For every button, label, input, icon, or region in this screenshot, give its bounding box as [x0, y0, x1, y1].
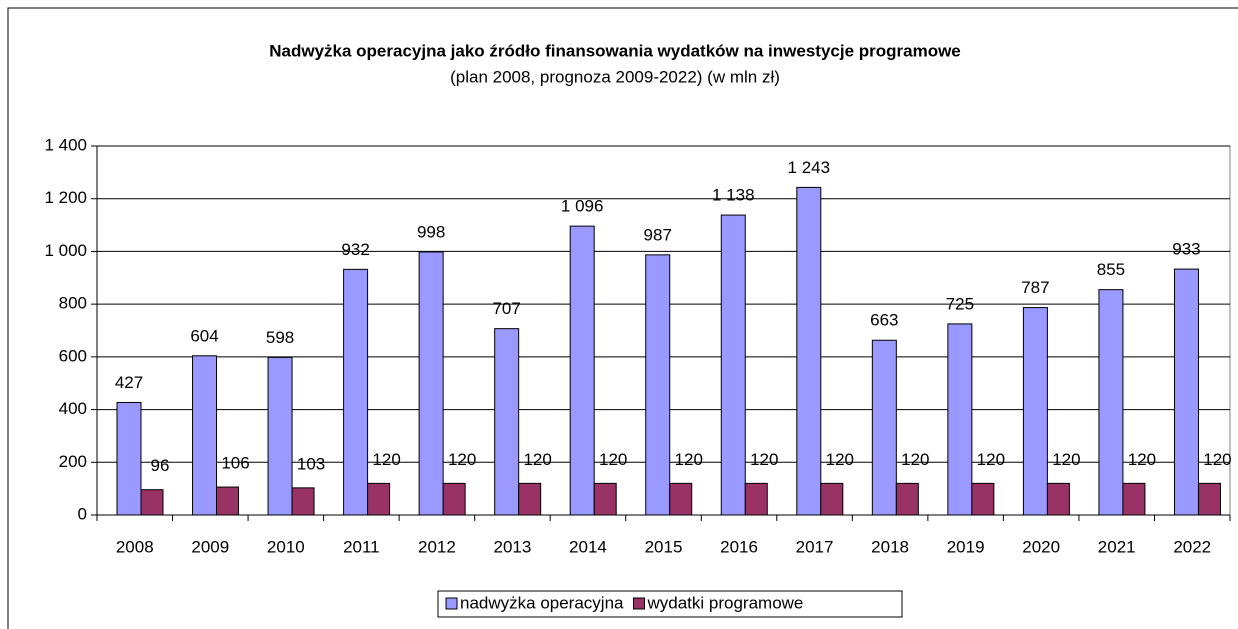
data-label: 1 243 [788, 158, 831, 177]
data-label: 663 [870, 311, 898, 330]
data-label: 120 [1203, 450, 1231, 469]
data-label: 120 [1128, 450, 1156, 469]
bar [720, 214, 746, 516]
x-tick-label: 2011 [343, 537, 380, 556]
bar [1197, 482, 1221, 516]
x-tick-label: 2008 [116, 537, 154, 556]
data-label: 120 [750, 450, 778, 469]
bar [343, 268, 369, 516]
y-tick-label: 1 000 [44, 241, 87, 260]
bar [1173, 268, 1199, 516]
bar [871, 339, 897, 516]
data-label: 120 [599, 450, 627, 469]
y-tick-label: 800 [59, 294, 87, 313]
chart-title: Nadwyżka operacyjna jako źródło finansow… [269, 41, 961, 60]
x-tick-label: 2019 [947, 537, 985, 556]
x-tick-label: 2012 [418, 537, 456, 556]
data-label: 932 [341, 240, 369, 259]
data-label: 725 [946, 294, 974, 313]
bar [669, 482, 693, 516]
bar [947, 323, 973, 516]
chart-subtitle: (plan 2008, prognoza 2009-2022) (w mln z… [450, 67, 780, 86]
data-label: 120 [1052, 450, 1080, 469]
x-tick-label: 2016 [720, 537, 758, 556]
data-label: 427 [115, 373, 143, 392]
legend-label: wydatki programowe [646, 593, 803, 612]
bar [569, 225, 595, 516]
data-label: 604 [190, 326, 218, 345]
bar [1046, 482, 1070, 516]
data-label: 787 [1021, 278, 1049, 297]
bar [820, 482, 844, 516]
bar [518, 482, 542, 516]
data-label: 120 [977, 450, 1005, 469]
bar [1098, 289, 1124, 516]
bar [367, 482, 391, 516]
x-tick-label: 2022 [1173, 537, 1211, 556]
bar [216, 486, 240, 516]
bar [895, 482, 919, 516]
legend-box [437, 590, 903, 618]
bar [1122, 482, 1146, 516]
data-label: 855 [1097, 260, 1125, 279]
data-label: 598 [266, 328, 294, 347]
data-label: 707 [492, 299, 520, 318]
bar [267, 356, 293, 516]
bar [796, 186, 822, 516]
bar [645, 254, 671, 516]
data-label: 120 [448, 450, 476, 469]
legend-swatch [632, 597, 645, 610]
y-tick-label: 200 [59, 452, 87, 471]
x-tick-label: 2017 [796, 537, 834, 556]
bar [442, 482, 466, 516]
bar [140, 489, 164, 516]
x-tick-label: 2010 [267, 537, 305, 556]
data-label: 96 [151, 456, 170, 475]
data-label: 103 [297, 454, 325, 473]
y-tick-label: 1 400 [44, 135, 87, 154]
x-tick-label: 2013 [494, 537, 532, 556]
legend-label: nadwyżka operacyjna [460, 593, 624, 612]
x-tick-label: 2015 [645, 537, 683, 556]
data-label: 933 [1172, 240, 1200, 259]
y-tick-label: 1 200 [44, 188, 87, 207]
bar [418, 251, 444, 516]
bar [971, 482, 995, 516]
data-label: 120 [901, 450, 929, 469]
x-tick-label: 2021 [1098, 537, 1136, 556]
x-tick-label: 2020 [1022, 537, 1060, 556]
data-label: 1 096 [561, 197, 604, 216]
bar [291, 487, 315, 516]
bar [192, 355, 218, 516]
data-label: 120 [826, 450, 854, 469]
y-tick-label: 600 [59, 346, 87, 365]
data-label: 120 [523, 450, 551, 469]
data-label: 987 [644, 225, 672, 244]
legend-swatch [445, 597, 458, 610]
x-tick-label: 2018 [871, 537, 909, 556]
data-label: 120 [372, 450, 400, 469]
data-label: 998 [417, 222, 445, 241]
data-label: 106 [221, 454, 249, 473]
bar [1022, 307, 1048, 516]
data-label: 1 138 [712, 186, 755, 205]
x-tick-label: 2014 [569, 537, 607, 556]
bar [116, 401, 142, 516]
data-label: 120 [675, 450, 703, 469]
bar [494, 328, 520, 516]
bar [744, 482, 768, 516]
x-tick-label: 2009 [191, 537, 229, 556]
y-tick-label: 0 [78, 504, 87, 523]
y-tick-label: 400 [59, 399, 87, 418]
bar [593, 482, 617, 516]
